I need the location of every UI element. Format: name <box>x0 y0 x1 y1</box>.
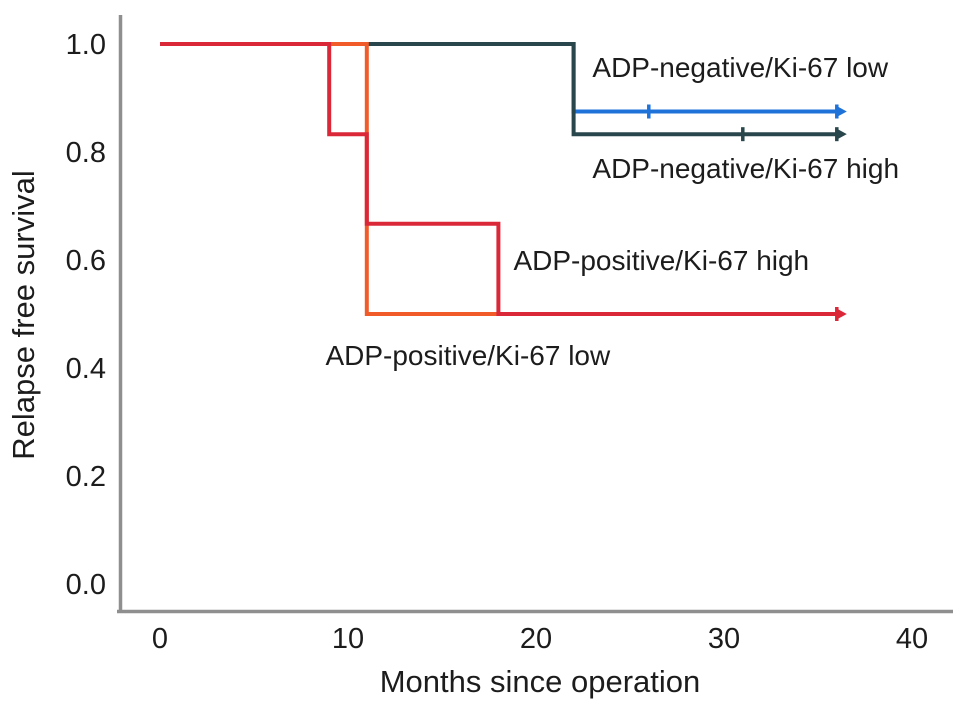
curve-label-adp-positive-ki-67-high: ADP-positive/Ki-67 high <box>513 245 809 276</box>
y-tick-label-0-6: 0.6 <box>66 245 106 277</box>
x-tick-label-40: 40 <box>896 623 928 655</box>
curve-label-adp-negative-ki-67-high: ADP-negative/Ki-67 high <box>592 153 899 184</box>
y-tick-label-0-2: 0.2 <box>66 461 106 493</box>
x-tick-label-10: 10 <box>332 623 364 655</box>
x-axis-title: Months since operation <box>380 664 701 699</box>
y-tick-label-0: 0.0 <box>66 569 106 601</box>
x-tick-label-30: 30 <box>708 623 740 655</box>
y-axis-title: Relapse free survival <box>6 170 41 459</box>
curve-label-adp-negative-ki-67-low: ADP-negative/Ki-67 low <box>592 52 888 83</box>
x-tick-label-0: 0 <box>152 623 168 655</box>
end-arrow-adp-negative-ki-67-low <box>835 105 847 118</box>
y-tick-label-1: 1.0 <box>66 29 106 61</box>
y-tick-label-0-8: 0.8 <box>66 137 106 169</box>
end-arrow-adp-positive-ki-67-high <box>835 308 847 320</box>
end-arrow-adp-negative-ki-67-high <box>835 128 847 141</box>
y-tick-label-0-4: 0.4 <box>66 353 106 385</box>
curve-label-adp-positive-ki-67-low: ADP-positive/Ki-67 low <box>325 340 611 371</box>
series-line-adp-positive-ki-67-high <box>160 42 837 316</box>
x-tick-label-20: 20 <box>520 623 552 655</box>
